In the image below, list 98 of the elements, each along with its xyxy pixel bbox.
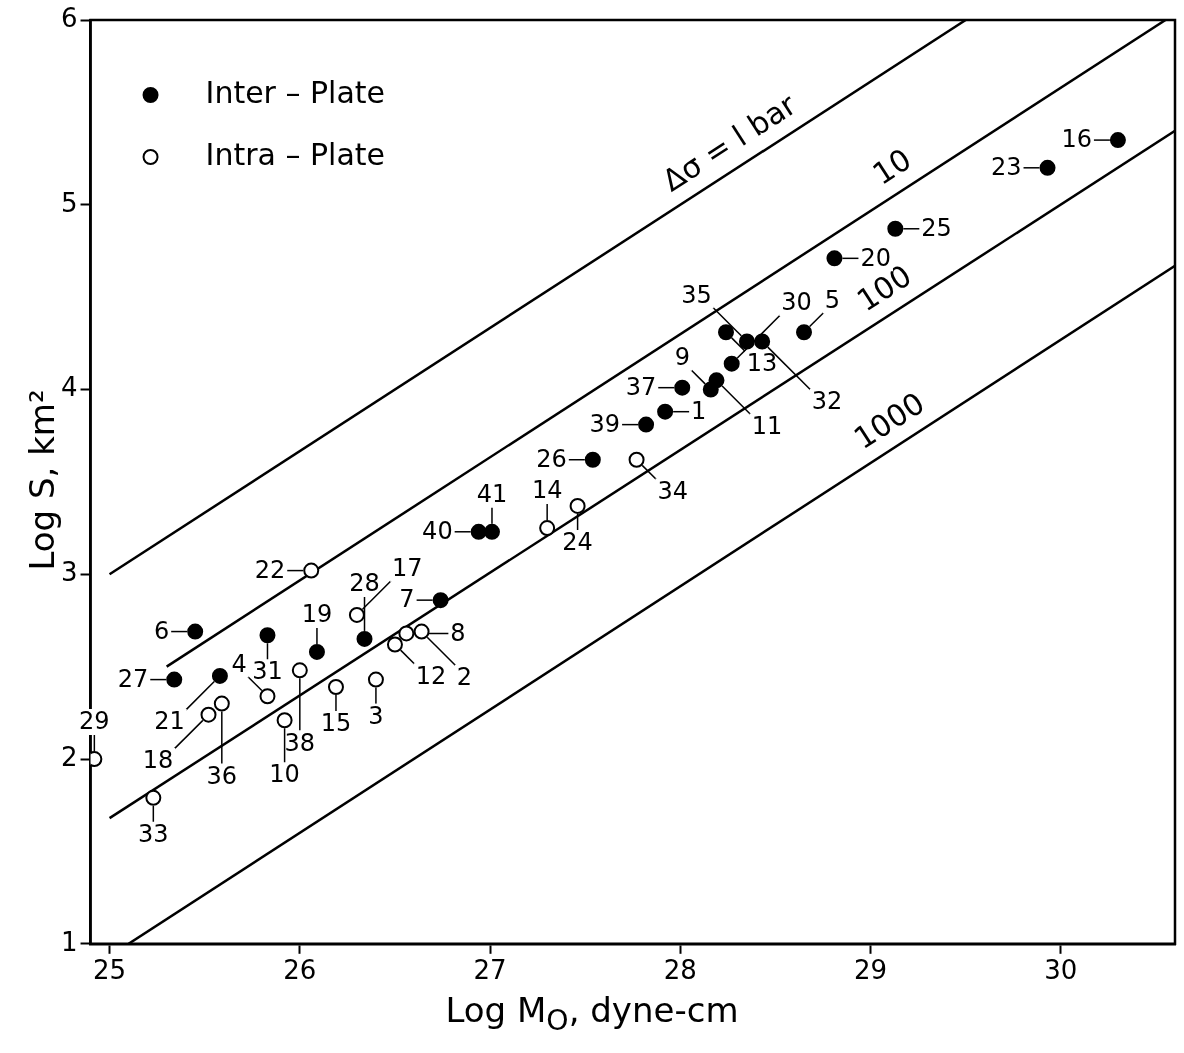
annotation: 3: [368, 701, 384, 730]
annotation: 2: [456, 662, 473, 691]
annotation: 29: [79, 707, 110, 736]
annotation: 22: [254, 555, 286, 584]
annotation: 7: [399, 585, 415, 614]
x-axis-title: Log M$_{O}$, dyne-cm: [444, 990, 740, 1037]
annotation: 21: [154, 707, 185, 736]
point: [738, 333, 755, 350]
point: [166, 671, 183, 688]
annotation: 31: [252, 657, 283, 686]
point: [708, 372, 725, 389]
x-tick-label: 28: [663, 955, 697, 986]
annotation: 8: [450, 618, 466, 647]
y-tick-label: 2: [61, 741, 78, 772]
annotation: 34: [657, 476, 688, 505]
text: Δσ = l bar: [656, 86, 803, 199]
point: [308, 643, 325, 660]
point: [303, 562, 320, 579]
annotation: 14: [531, 476, 563, 505]
annotation: 11: [751, 411, 783, 440]
point: [718, 324, 734, 341]
y-axis-title: Log S, km²: [22, 389, 62, 571]
point: [584, 451, 601, 468]
annotation: 40: [422, 517, 453, 546]
y-tick-label: 4: [61, 372, 78, 403]
y-tick-label: 3: [61, 557, 78, 588]
annotation: 25: [921, 214, 952, 243]
point: [145, 789, 162, 806]
point: [413, 623, 430, 640]
point: [213, 695, 230, 712]
x-tick-label: 27: [473, 955, 507, 986]
annotation: 38: [284, 728, 316, 757]
point: [386, 636, 403, 653]
annotation: 9: [674, 342, 690, 371]
point: [432, 592, 449, 609]
point: [483, 523, 500, 540]
point: [187, 623, 204, 640]
annotation: 17: [392, 553, 423, 582]
point: [291, 662, 308, 679]
annotation: 39: [589, 409, 621, 438]
point: [356, 630, 373, 647]
annotation: 20: [860, 243, 891, 272]
point: [657, 403, 674, 420]
point: [398, 625, 415, 642]
point: [211, 667, 228, 684]
point: [1109, 132, 1126, 149]
annotation: 15: [320, 709, 352, 738]
point: [887, 220, 904, 237]
x-tick-label: 26: [283, 955, 317, 986]
point: [259, 627, 276, 644]
point: [470, 523, 487, 540]
annotation: 30: [781, 288, 812, 317]
annotation: 35: [681, 280, 712, 309]
annotation: 1: [691, 396, 707, 425]
annotation: 26: [536, 444, 567, 473]
annotation: 19: [301, 600, 333, 629]
legend-label: Intra – Plate: [205, 136, 385, 172]
y-tick-label: 6: [61, 2, 78, 33]
annotation: 23: [990, 153, 1022, 182]
point: [628, 451, 645, 468]
annotation: 27: [117, 664, 149, 693]
annotation: 12: [415, 661, 447, 690]
annotation: 28: [349, 569, 380, 598]
point: [754, 333, 771, 350]
annotation: 18: [142, 746, 174, 775]
point: [200, 706, 217, 723]
point: [348, 606, 365, 623]
annotation: 5: [824, 285, 841, 314]
annotation: 6: [153, 616, 170, 645]
annotation: 36: [206, 761, 238, 790]
annotation: 4: [231, 649, 247, 678]
y-tick-label: 1: [61, 926, 78, 957]
point: [674, 379, 691, 396]
point: [796, 324, 812, 341]
point: [638, 416, 655, 433]
annotation: 37: [625, 372, 657, 401]
annotation: 24: [562, 528, 593, 557]
point: [367, 671, 384, 688]
point: [276, 712, 293, 729]
point: [259, 688, 276, 705]
annotation: 33: [138, 820, 169, 849]
text: 10: [866, 141, 918, 192]
annotation: 13: [746, 349, 778, 378]
point: [826, 250, 843, 267]
annotation: 10: [269, 760, 300, 789]
x-tick-label: 30: [1044, 955, 1078, 986]
point: [1039, 159, 1056, 176]
x-tick-label: 25: [93, 955, 127, 986]
annotation: 16: [1061, 125, 1092, 154]
point: [723, 355, 740, 372]
y-tick-label: 5: [61, 187, 78, 218]
annotation: 32: [811, 387, 843, 416]
annotation: 41: [476, 480, 508, 509]
point: [327, 678, 344, 695]
legend-label: Inter – Plate: [205, 74, 386, 110]
point: [539, 520, 556, 537]
point: [569, 497, 586, 514]
x-tick-label: 29: [854, 955, 888, 986]
